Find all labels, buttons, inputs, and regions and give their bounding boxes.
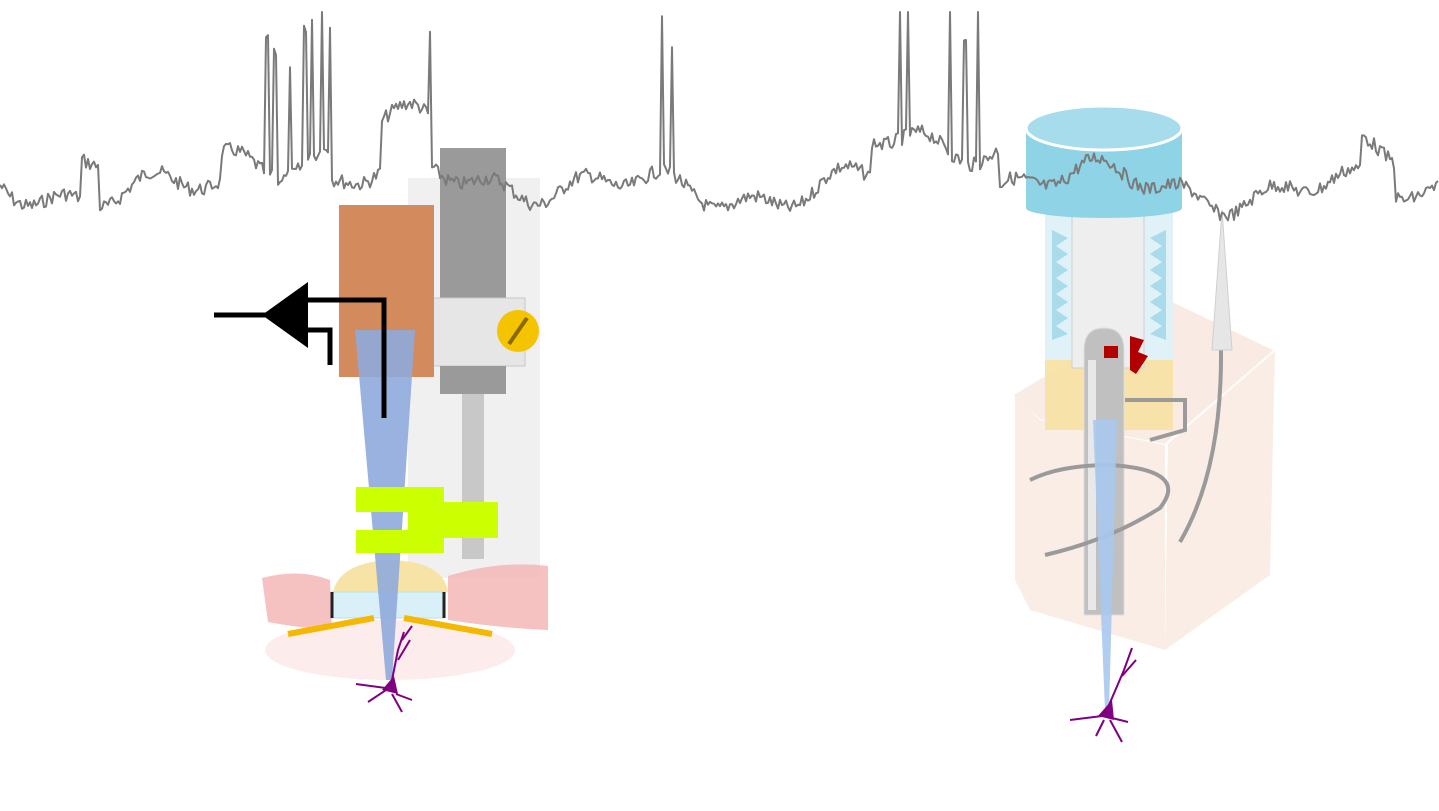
- electrode-tip-icon: [1211, 209, 1233, 351]
- right-recording-setup: [1010, 104, 1277, 743]
- skull-plate-left: [287, 615, 375, 637]
- spring-left-icon: [1052, 230, 1068, 340]
- tissue-right: [448, 564, 548, 630]
- neuron-left-icon: [355, 625, 413, 713]
- cap-bottom: [1026, 198, 1182, 218]
- screw-slot: [507, 316, 529, 346]
- tissue-left: [262, 573, 332, 630]
- clamp-icon: [1104, 346, 1118, 358]
- ref-wire-loop: [1125, 398, 1187, 442]
- neuron-right-icon: [1069, 647, 1137, 743]
- skull-plate-right: [403, 615, 493, 637]
- manipulator-bar: [440, 148, 506, 298]
- voltage-trace: [0, 11, 1439, 222]
- left-recording-setup: [214, 148, 548, 713]
- output-arrow-icon: [214, 282, 387, 365]
- probe-highlight: [1088, 360, 1096, 610]
- clamp-jaw-icon: [1130, 336, 1148, 374]
- electrode-lead: [1178, 349, 1224, 544]
- pipette-right: [1093, 420, 1117, 710]
- pipette-holder: [356, 487, 498, 553]
- spring-right-icon: [1150, 230, 1166, 340]
- cap-top: [1024, 104, 1184, 152]
- manipulator-lower-bar: [440, 366, 506, 394]
